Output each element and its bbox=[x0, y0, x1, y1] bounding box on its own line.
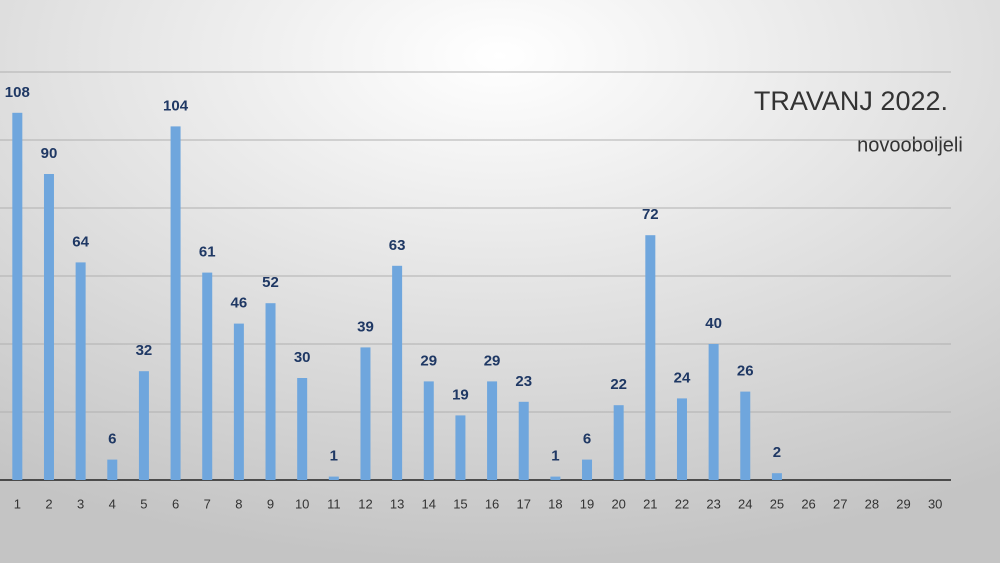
chart-title: TRAVANJ 2022. bbox=[754, 86, 948, 116]
chart-subtitle: novooboljeli bbox=[857, 134, 963, 156]
value-label: 72 bbox=[642, 206, 659, 223]
bar bbox=[43, 174, 54, 480]
x-tick-label: 20 bbox=[611, 496, 625, 511]
value-label: 2 bbox=[773, 444, 781, 461]
value-label: 61 bbox=[199, 244, 216, 261]
bar bbox=[265, 303, 276, 480]
bar bbox=[138, 371, 149, 480]
bar bbox=[676, 398, 687, 480]
x-tick-label: 7 bbox=[204, 496, 211, 511]
value-label: 30 bbox=[294, 349, 311, 366]
bar bbox=[423, 381, 434, 480]
value-label: 26 bbox=[737, 363, 754, 380]
x-tick-label: 23 bbox=[706, 496, 720, 511]
bar bbox=[360, 347, 371, 480]
x-tick-label: 21 bbox=[643, 496, 657, 511]
bar bbox=[12, 112, 23, 481]
x-tick-label: 3 bbox=[77, 496, 84, 511]
x-tick-label: 28 bbox=[865, 496, 879, 511]
x-tick-label: 25 bbox=[770, 496, 784, 511]
x-tick-label: 27 bbox=[833, 496, 847, 511]
bar bbox=[233, 323, 244, 480]
value-label: 24 bbox=[674, 369, 691, 386]
value-label: 1 bbox=[551, 448, 559, 465]
x-tick-label: 6 bbox=[172, 496, 179, 511]
value-label: 90 bbox=[41, 145, 58, 162]
bar bbox=[740, 391, 751, 480]
x-tick-label: 24 bbox=[738, 496, 752, 511]
bar bbox=[771, 473, 782, 480]
bar bbox=[708, 344, 719, 480]
x-tick-label: 29 bbox=[896, 496, 910, 511]
bar bbox=[613, 405, 624, 480]
bar bbox=[487, 381, 498, 480]
bar bbox=[518, 401, 529, 480]
value-label: 6 bbox=[108, 431, 116, 448]
value-label: 63 bbox=[389, 237, 406, 254]
value-label: 52 bbox=[262, 274, 279, 291]
x-tick-label: 2 bbox=[45, 496, 52, 511]
value-label: 64 bbox=[72, 233, 89, 250]
x-tick-label: 26 bbox=[801, 496, 815, 511]
x-tick-label: 17 bbox=[516, 496, 530, 511]
value-label: 29 bbox=[420, 352, 437, 369]
value-label: 1 bbox=[330, 448, 338, 465]
bar bbox=[297, 378, 308, 480]
value-label: 6 bbox=[583, 431, 591, 448]
x-tick-label: 22 bbox=[675, 496, 689, 511]
value-label: 19 bbox=[452, 386, 469, 403]
x-tick-label: 1 bbox=[14, 496, 21, 511]
value-label: 32 bbox=[136, 342, 153, 359]
value-label: 22 bbox=[610, 376, 627, 393]
bar bbox=[107, 459, 118, 480]
x-tick-label: 16 bbox=[485, 496, 499, 511]
x-tick-label: 12 bbox=[358, 496, 372, 511]
value-label: 104 bbox=[163, 97, 189, 114]
bar bbox=[202, 272, 213, 480]
x-tick-label: 13 bbox=[390, 496, 404, 511]
bar bbox=[170, 126, 181, 481]
x-tick-label: 10 bbox=[295, 496, 309, 511]
x-tick-label: 4 bbox=[109, 496, 116, 511]
value-label: 40 bbox=[705, 315, 722, 332]
value-label: 39 bbox=[357, 318, 374, 335]
value-label: 23 bbox=[515, 373, 532, 390]
x-tick-label: 5 bbox=[140, 496, 147, 511]
bar bbox=[75, 262, 86, 480]
bar bbox=[550, 476, 561, 480]
bar bbox=[582, 459, 593, 480]
bar bbox=[455, 415, 466, 480]
x-tick-label: 8 bbox=[235, 496, 242, 511]
value-label: 29 bbox=[484, 352, 501, 369]
x-tick-label: 9 bbox=[267, 496, 274, 511]
x-tick-label: 15 bbox=[453, 496, 467, 511]
bar bbox=[328, 476, 339, 480]
value-label: 46 bbox=[231, 295, 248, 312]
x-tick-label: 11 bbox=[327, 496, 341, 511]
bar bbox=[645, 235, 656, 480]
x-tick-label: 30 bbox=[928, 496, 942, 511]
bar bbox=[392, 265, 403, 480]
x-tick-label: 19 bbox=[580, 496, 594, 511]
value-label: 108 bbox=[5, 84, 30, 101]
x-tick-label: 14 bbox=[422, 496, 436, 511]
x-tick-label: 18 bbox=[548, 496, 562, 511]
